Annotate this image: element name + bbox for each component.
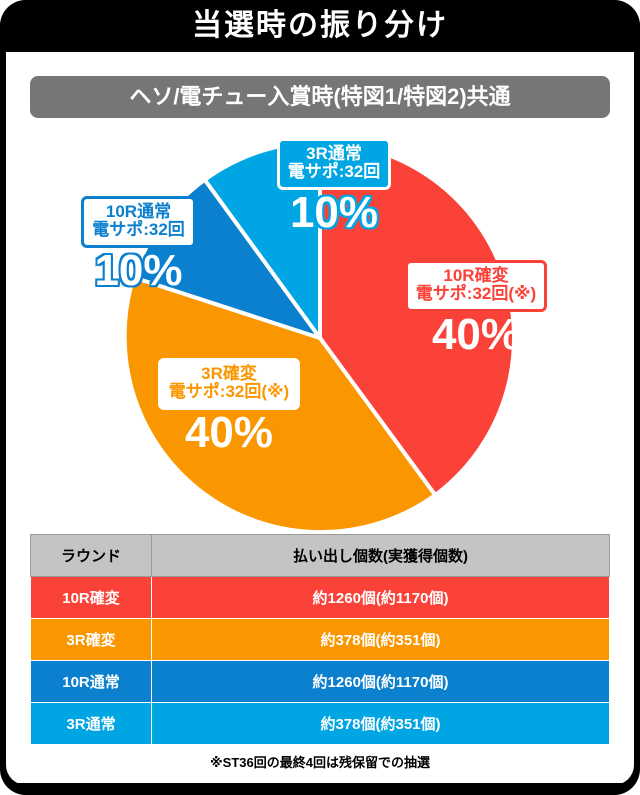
cell-payout-10r-tsujo: 約1260個(約1170個) [151,660,610,703]
payout-table-wrapper: ラウンド 払い出し個数(実獲得個数) 10R確変 約1260個(約1170個) … [30,534,610,745]
table-row: 3R通常 約378個(約351個) [30,702,610,745]
col-header-round: ラウンド [30,534,152,577]
pie-label-10r-kakuhen-box: 10R確変 電サポ:32回(※) [404,260,548,312]
pie-label-10r-tsujo-line1: 10R通常 [105,202,172,221]
cell-payout-10r-kakuhen: 約1260個(約1170個) [151,576,610,619]
content-panel: ヘソ/電チュー入賞時(特図1/特図2)共通 3R通常 電サポ:32回 [6,52,634,785]
page-title: 当選時の振り分け [192,9,448,42]
pie-label-10r-tsujo-line2: 電サポ:32回 [92,220,185,240]
pie-value-3r-kakuhen: 40% [184,407,274,457]
pie-value-3r-tsujo: 10% [289,187,379,237]
cell-round-3r-kakuhen: 3R確変 [30,618,152,661]
pie-label-10r-kakuhen-line1: 10R確変 [443,266,509,285]
pie-label-3r-tsujo-box: 3R通常 電サポ:32回 [276,138,392,190]
pie-label-10r-kakuhen: 10R確変 電サポ:32回(※) 40% [386,260,566,357]
subtitle-text: ヘソ/電チュー入賞時(特図1/特図2)共通 [129,84,511,109]
payout-table-body: 10R確変 約1260個(約1170個) 3R確変 約378個(約351個) 1… [30,576,610,745]
title-bar: 当選時の振り分け [0,0,640,52]
cell-round-10r-tsujo: 10R通常 [30,660,152,703]
table-header-row: ラウンド 払い出し個数(実獲得個数) [30,534,610,577]
pie-label-10r-kakuhen-line2: 電サポ:32回(※) [415,284,537,304]
cell-payout-3r-tsujo: 約378個(約351個) [151,702,610,745]
pie-value-10r-kakuhen: 40% [431,309,521,359]
cell-round-3r-tsujo: 3R通常 [30,702,152,745]
pie-label-3r-kakuhen: 3R確変 電サポ:32回(※) 40% [134,358,324,455]
table-row: 10R通常 約1260個(約1170個) [30,660,610,703]
subtitle-bar: ヘソ/電チュー入賞時(特図1/特図2)共通 [30,76,610,118]
pie-value-10r-tsujo: 10% [94,245,183,295]
cell-payout-3r-kakuhen: 約378個(約351個) [151,618,610,661]
frame-bottom-strip [0,783,640,795]
pie-label-3r-kakuhen-line2: 電サポ:32回(※) [168,382,290,402]
pie-chart: 3R通常 電サポ:32回 10% 10R通常 電サポ:32回 10% 10R確変… [6,130,634,550]
payout-table-head: ラウンド 払い出し個数(実獲得個数) [30,534,610,577]
cell-round-10r-kakuhen: 10R確変 [30,576,152,619]
table-row: 10R確変 約1260個(約1170個) [30,576,610,619]
pie-label-3r-tsujo-line1: 3R通常 [306,144,362,163]
pie-label-3r-tsujo-line2: 電サポ:32回 [287,162,381,182]
pie-label-3r-tsujo: 3R通常 電サポ:32回 10% [254,138,414,235]
pie-label-3r-kakuhen-box: 3R確変 電サポ:32回(※) [157,358,301,410]
pie-label-10r-tsujo: 10R通常 電サポ:32回 10% [61,196,216,293]
footnote: ※ST36回の最終4回は残保留での抽選 [210,755,430,770]
payout-table: ラウンド 払い出し個数(実獲得個数) 10R確変 約1260個(約1170個) … [30,534,610,745]
pie-label-10r-tsujo-box: 10R通常 電サポ:32回 [81,196,196,248]
pie-label-3r-kakuhen-line1: 3R確変 [201,364,257,383]
table-row: 3R確変 約378個(約351個) [30,618,610,661]
col-header-payout: 払い出し個数(実獲得個数) [151,534,610,577]
